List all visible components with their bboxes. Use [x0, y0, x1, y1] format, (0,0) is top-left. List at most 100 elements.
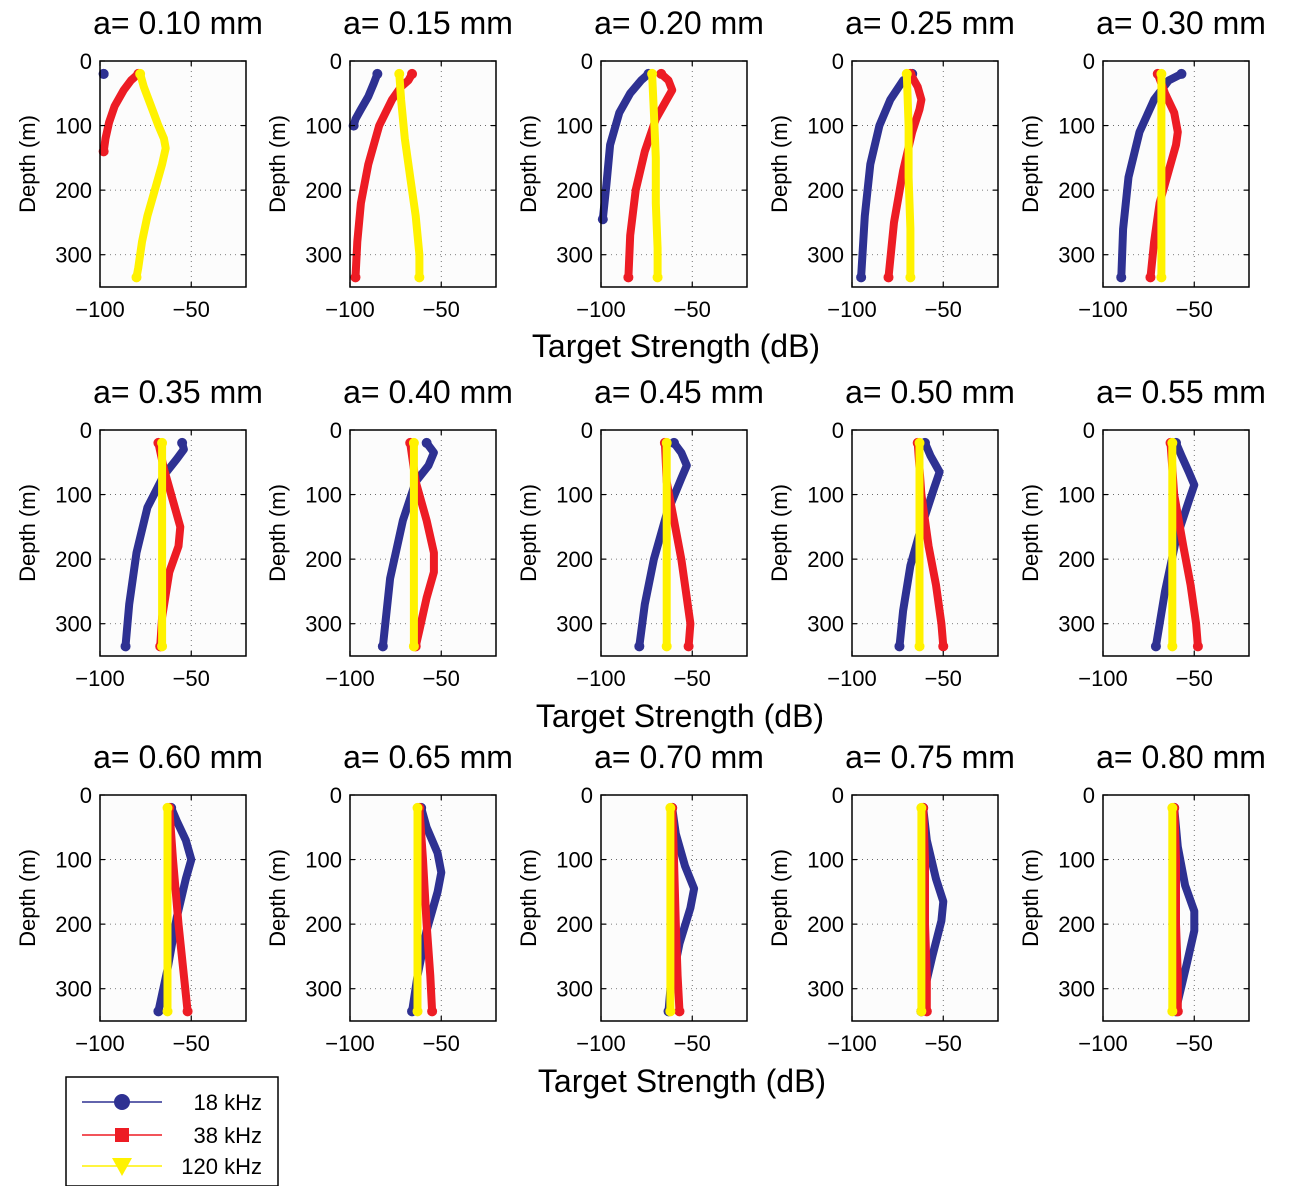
- panel-5-series-18khz: [1116, 68, 1187, 283]
- panel-3: −100 −50 0 100 200 300 Depth (m) a= 0.20 mm: [516, 5, 764, 322]
- legend-box: [65, 1076, 279, 1186]
- panel-14-point-120khz-end: [916, 1006, 927, 1017]
- panel-10-series-120khz: [1167, 437, 1178, 652]
- panel-9-point-38khz-end: [938, 641, 949, 652]
- panel-11-title: a= 0.60 mm: [93, 739, 263, 775]
- panel-6-ytick-label-3: 300: [55, 612, 92, 637]
- panel-1-title: a= 0.10 mm: [93, 5, 263, 41]
- panel-9-ytick-label-1: 100: [807, 483, 844, 508]
- panel-4: −100 −50 0 100 200 300 Depth (m) a= 0.25 mm: [767, 5, 1015, 322]
- panel-3-ylabel: Depth (m): [516, 115, 541, 213]
- panel-3-point-18khz-end: [597, 214, 608, 225]
- panel-7-ytick-label-1: 100: [305, 483, 342, 508]
- panel-12-xtick-label-1: −50: [423, 1031, 460, 1056]
- panel-1-point-120khz-start: [135, 68, 146, 79]
- panel-10: −100 −50 0 100 200 300 Depth (m) a= 0.55 mm: [1018, 374, 1266, 691]
- panel-3-series-120khz: [647, 68, 663, 283]
- panel-6-ytick-label-0: 0: [80, 418, 92, 443]
- panel-10-line-18khz: [1151, 438, 1199, 651]
- panel-4-plot-area: [852, 61, 998, 287]
- panel-13-ytick-label-0: 0: [581, 783, 593, 808]
- panel-2-line-18khz: [349, 69, 382, 130]
- panel-5-point-120khz-start: [1156, 68, 1167, 79]
- panel-6-ytick-label-1: 100: [55, 483, 92, 508]
- panel-15-ytick-label-1: 100: [1058, 848, 1095, 873]
- legend: 18 kHz 38 kHz 120 kHz: [65, 1076, 279, 1186]
- panel-7-point-18khz-end: [377, 641, 388, 652]
- panel-3-point-38khz-start: [656, 68, 667, 79]
- panel-1-line-120khz: [132, 69, 170, 282]
- panel-9-point-120khz-end: [914, 641, 925, 652]
- panel-9: −100 −50 0 100 200 300 Depth (m) a= 0.50 mm: [767, 374, 1015, 691]
- panel-6-point-18khz-end: [120, 641, 131, 652]
- panel-5-point-38khz-end: [1145, 272, 1156, 283]
- panel-2-ylabel: Depth (m): [265, 115, 290, 213]
- panel-2-ytick-label-3: 300: [305, 243, 342, 268]
- panel-11-axes-box: [99, 794, 247, 1022]
- panel-1-point-38khz-end: [98, 146, 109, 157]
- panel-15-axes-box: [1102, 794, 1250, 1022]
- panel-8-plot-area: [601, 430, 747, 656]
- panel-10-ytick-label-1: 100: [1058, 483, 1095, 508]
- panel-1-ytick-label-2: 200: [55, 178, 92, 203]
- panel-2-series-38khz: [350, 68, 418, 283]
- legend-item-18khz: 18 kHz: [82, 1090, 262, 1115]
- panel-12-ylabel: Depth (m): [265, 849, 290, 947]
- panel-12-axes-box: [349, 794, 497, 1022]
- panel-5-line-38khz: [1146, 69, 1182, 282]
- panel-5-point-120khz-end: [1156, 272, 1167, 283]
- panel-11-series-120khz: [162, 802, 173, 1017]
- panel-13-title: a= 0.70 mm: [594, 739, 764, 775]
- panel-2-point-120khz-start: [394, 68, 405, 79]
- panel-9-ytick-label-3: 300: [807, 612, 844, 637]
- panel-6-point-120khz-start: [157, 437, 168, 448]
- panel-9-point-120khz-start: [914, 437, 925, 448]
- panel-12-point-120khz-end: [412, 1006, 423, 1017]
- panel-12-title: a= 0.65 mm: [343, 739, 513, 775]
- panel-4-series-120khz: [901, 68, 916, 283]
- panel-11-point-18khz-end: [153, 1006, 164, 1017]
- panel-5-ylabel: Depth (m): [1018, 115, 1043, 213]
- panel-4-ylabel: Depth (m): [767, 115, 792, 213]
- panel-5-ytick-label-1: 100: [1058, 114, 1095, 139]
- panel-12-point-120khz-start: [412, 802, 423, 813]
- panel-15-series-120khz: [1167, 802, 1178, 1017]
- panel-12-ytick-label-2: 200: [305, 912, 342, 937]
- panel-3-ytick-label-3: 300: [556, 243, 593, 268]
- panel-4-title: a= 0.25 mm: [845, 5, 1015, 41]
- panel-15-ytick-label-0: 0: [1083, 783, 1095, 808]
- panel-10-point-120khz-end: [1167, 641, 1178, 652]
- panel-4-point-120khz-start: [901, 68, 912, 79]
- panel-8-ylabel: Depth (m): [516, 484, 541, 582]
- panel-3-ytick-label-2: 200: [556, 178, 593, 203]
- panel-6-title: a= 0.35 mm: [93, 374, 263, 410]
- panel-12-ytick-label-1: 100: [305, 848, 342, 873]
- panel-5-point-18khz-end: [1116, 272, 1127, 283]
- panel-4-axes-box: [851, 60, 999, 288]
- panel-2-ytick-label-0: 0: [330, 49, 342, 74]
- panel-6-axes-box: [99, 429, 247, 657]
- panel-9-series-120khz: [914, 437, 925, 652]
- panel-8-point-120khz-end: [661, 641, 672, 652]
- panel-6-ytick-label-2: 200: [55, 547, 92, 572]
- panel-5-xtick-label-0: −100: [1078, 297, 1128, 322]
- panel-15-ytick-label-2: 200: [1058, 912, 1095, 937]
- panel-8-ytick-label-0: 0: [581, 418, 593, 443]
- panel-12-line-38khz: [415, 803, 437, 1016]
- panel-14-title: a= 0.75 mm: [845, 739, 1015, 775]
- panel-5-point-18khz-start: [1176, 68, 1187, 79]
- legend-marker-18khz: [114, 1094, 130, 1110]
- panel-8: −100 −50 0 100 200 300 Depth (m) a= 0.45 mm: [516, 374, 764, 691]
- panel-14: −100 −50 0 100 200 300 Depth (m) a= 0.75 mm: [767, 739, 1015, 1056]
- panel-14-ytick-label-0: 0: [832, 783, 844, 808]
- panel-5-axes-box: [1102, 60, 1250, 288]
- panel-14-xtick-label-0: −100: [827, 1031, 877, 1056]
- panel-1-series-120khz: [131, 68, 170, 283]
- panel-14-point-120khz-start: [916, 802, 927, 813]
- panel-7-point-120khz-end: [408, 641, 419, 652]
- panel-14-ytick-label-3: 300: [807, 977, 844, 1002]
- panel-8-point-18khz-start: [669, 437, 679, 448]
- panel-7-ytick-label-3: 300: [305, 612, 342, 637]
- panel-2-point-38khz-end: [350, 272, 361, 283]
